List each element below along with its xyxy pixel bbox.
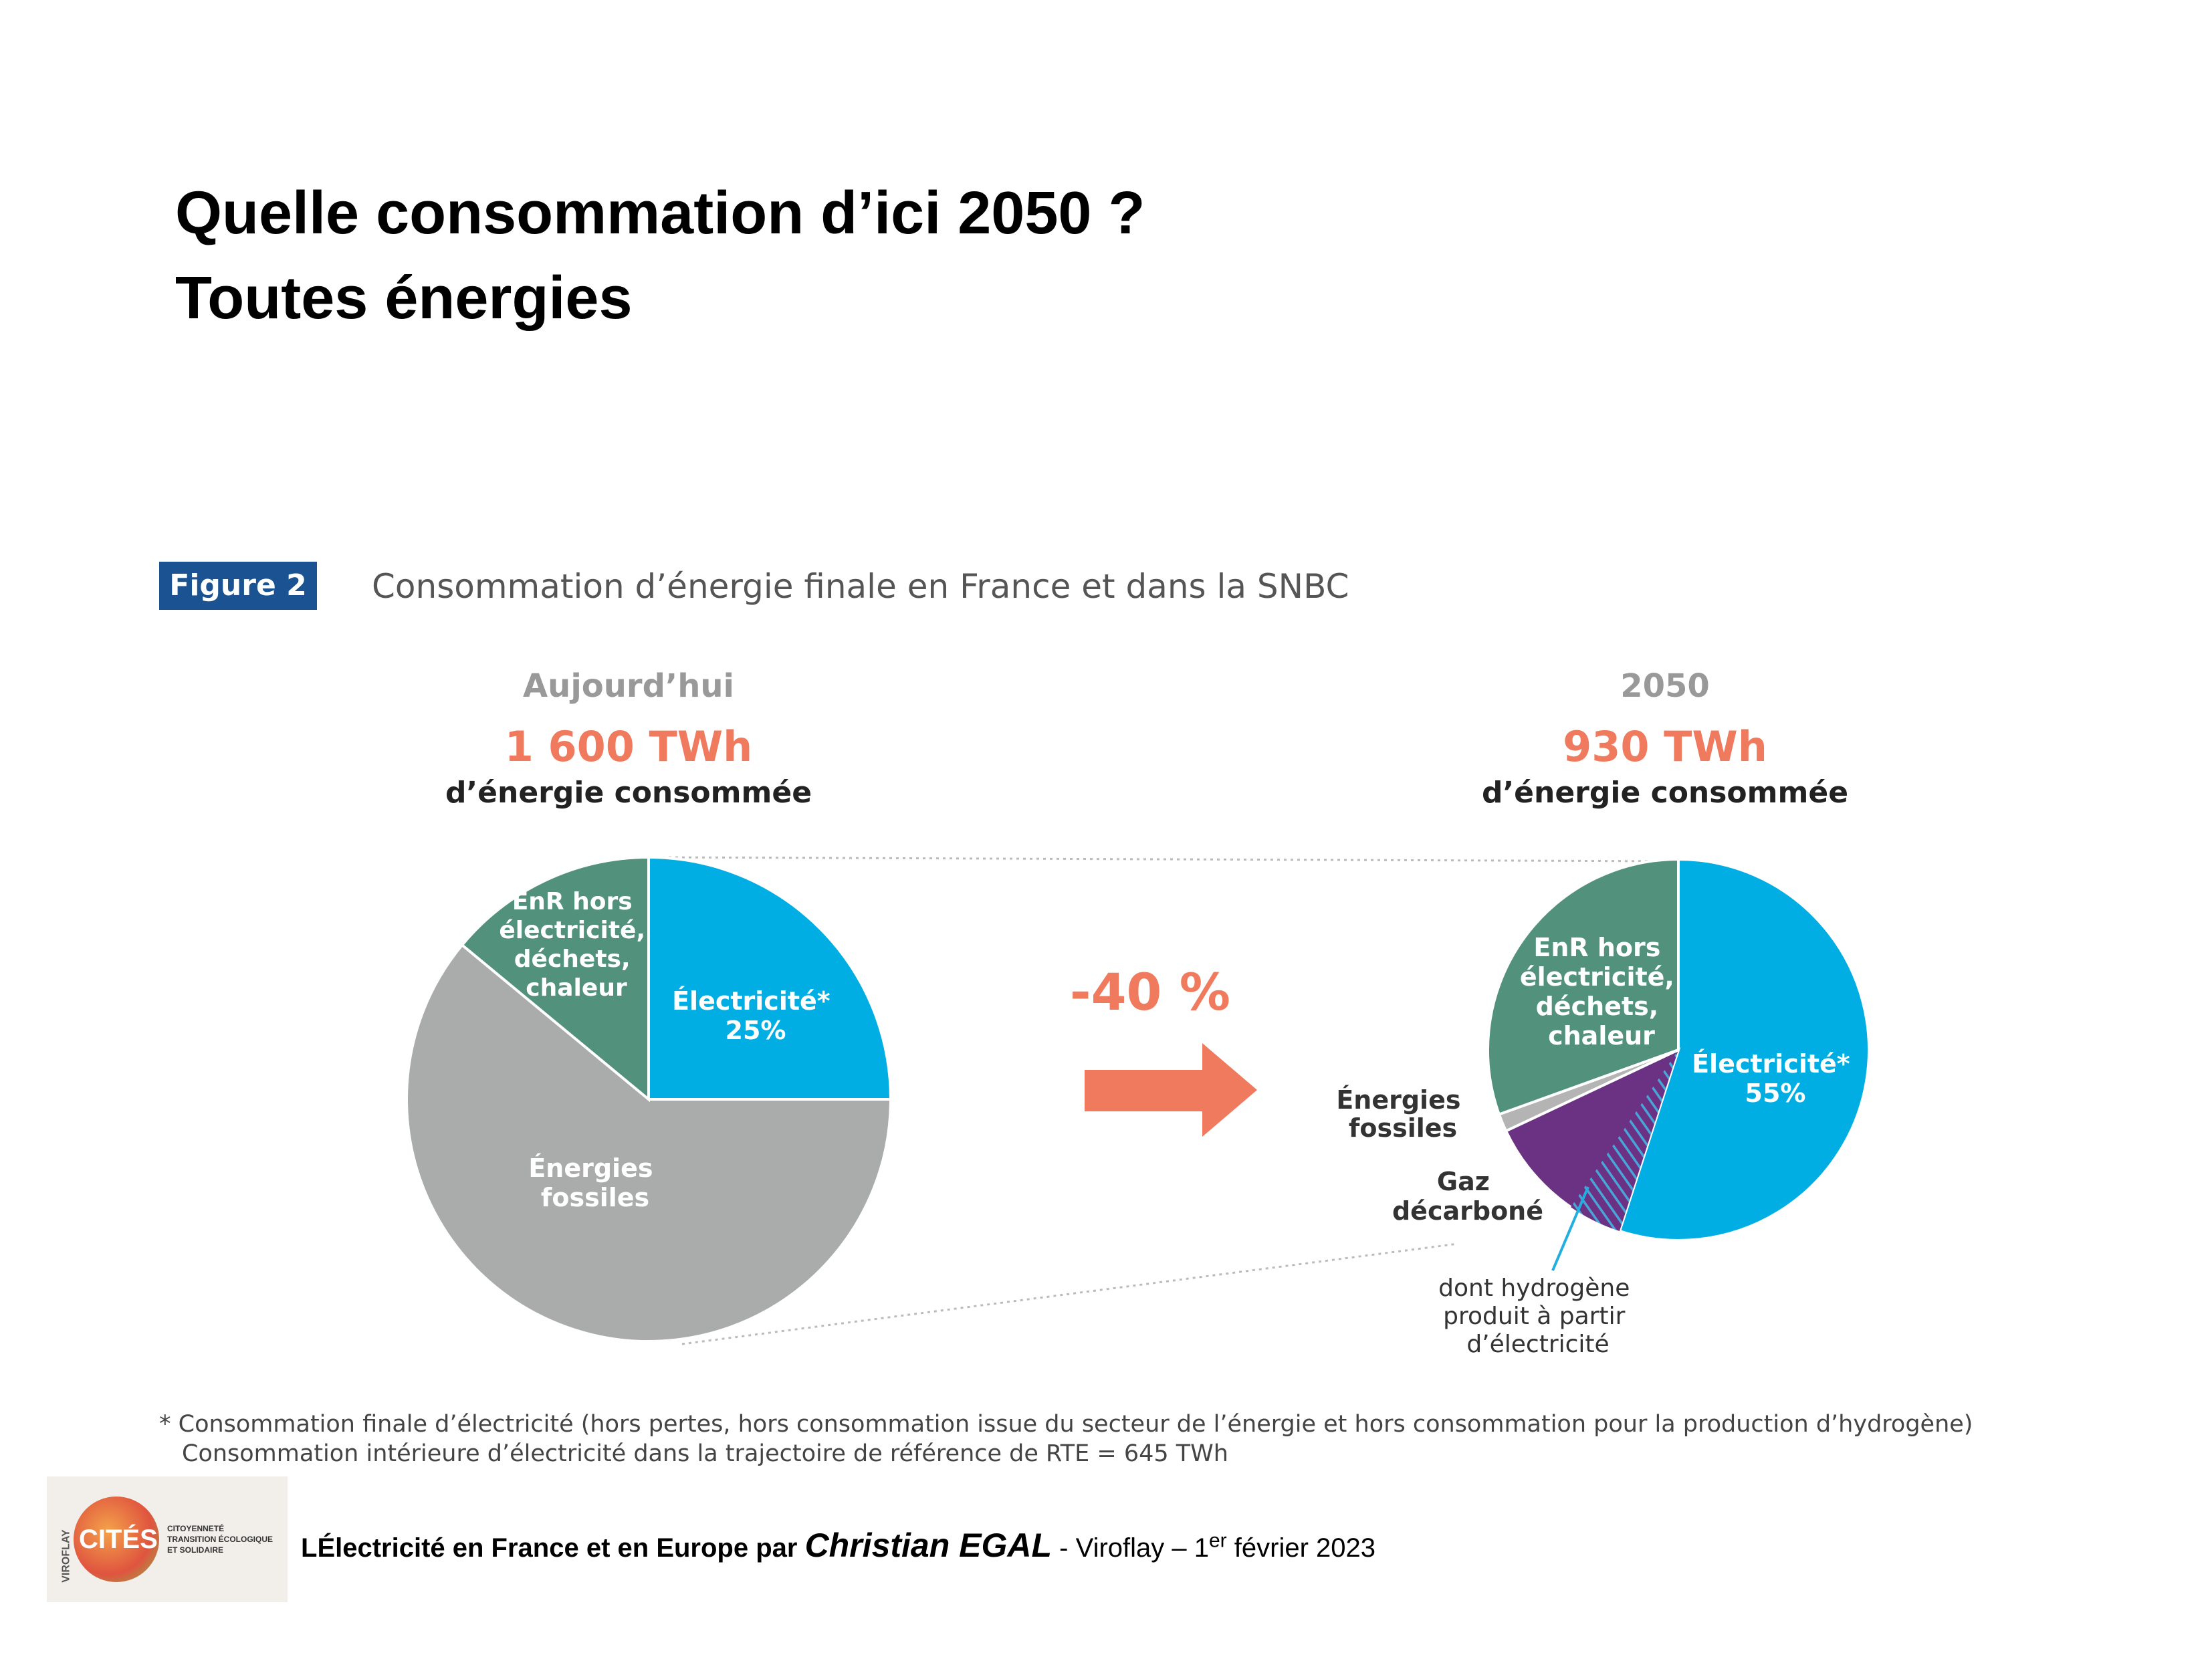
slide-title-line2: Toutes énergies (175, 265, 633, 332)
pie2-slice-electricite (1618, 857, 1870, 1242)
pie1-slice-enr-hors-electricite-dechets-chaleur (460, 855, 650, 1103)
pie-today (405, 855, 893, 1343)
footer-place: - Viroflay – 1 (1052, 1533, 1209, 1563)
connector-top (648, 856, 1679, 863)
pie2-slice-enr-hors-electricite-dechets-chaleur (1486, 857, 1680, 1117)
footnote-line2: Consommation intérieure d’électricité da… (182, 1440, 1228, 1467)
footer-author: Christian EGAL (804, 1527, 1053, 1564)
pie2-title: 2050 (1620, 667, 1710, 705)
pie1-slice-electricite (647, 855, 893, 1101)
figure-footnote: * Consommation finale d’électricité (hor… (159, 1410, 1973, 1468)
pie1-label-electricite: Électricité* 25% (672, 986, 839, 1045)
cites-logo: CITÉS VIROFLAY CITOYENNETÉ TRANSITION ÉC… (47, 1476, 288, 1602)
reduction-label: -40 % (1070, 962, 1230, 1022)
pie2-label-fossiles: Énergies fossiles (1336, 1085, 1469, 1143)
figure-badge: Figure 2 (159, 562, 317, 610)
slide-title-line1: Quelle consommation d’ici 2050 ? (175, 180, 1145, 247)
pie-2050 (1486, 857, 1870, 1242)
pie2-label-gaz: Gaz décarboné (1392, 1167, 1543, 1226)
logo-name: CITÉS (79, 1525, 158, 1554)
energy-pie-charts: Aujourd’hui 1 600 TWh d’énergie consommé… (405, 667, 1870, 1358)
hydrogen-annotation: dont hydrogène produit à partir d’électr… (1438, 1275, 1638, 1358)
pie2-slice-hydrogen-hatch (1571, 1050, 1678, 1232)
logo-tagline: CITOYENNETÉ TRANSITION ÉCOLOGIQUE ET SOL… (167, 1524, 273, 1555)
pie2-label-enr: EnR hors électricité, déchets, chaleur (1520, 933, 1683, 1050)
footnote-line1: * Consommation finale d’électricité (hor… (159, 1411, 1973, 1438)
pie2-subtitle: d’énergie consommée (1482, 776, 1848, 810)
pie2-label-electricite: Électricité* 55% (1692, 1049, 1859, 1108)
slide-title: Quelle consommation d’ici 2050 ? Toutes … (175, 171, 1145, 341)
pie1-label-fossiles: Énergies fossiles (528, 1153, 661, 1212)
footer-prefix: L (301, 1533, 318, 1563)
pie1-title: Aujourd’hui (523, 667, 734, 705)
pie1-total: 1 600 TWh (505, 722, 753, 771)
figure-caption: Consommation d’énergie finale en France … (372, 567, 1349, 606)
hydrogen-pointer (1551, 1186, 1589, 1271)
logo-circle (74, 1497, 159, 1582)
logo-vertical-text: VIROFLAY (60, 1529, 72, 1583)
slide-footer: LÉlectricité en France et en Europe par … (301, 1526, 1375, 1565)
footer-date: février 2023 (1226, 1533, 1376, 1563)
pie1-subtitle: d’énergie consommée (445, 776, 812, 810)
pie2-total: 930 TWh (1563, 722, 1767, 771)
footer-text: Électricité en France et en Europe par (317, 1533, 805, 1563)
pie1-label-enr: EnR hors électricité, déchets, chaleur (499, 888, 653, 1002)
footer-sup: er (1208, 1529, 1227, 1552)
reduction-arrow (1085, 1043, 1257, 1137)
pie1-slice-energies-fossiles (405, 943, 893, 1343)
